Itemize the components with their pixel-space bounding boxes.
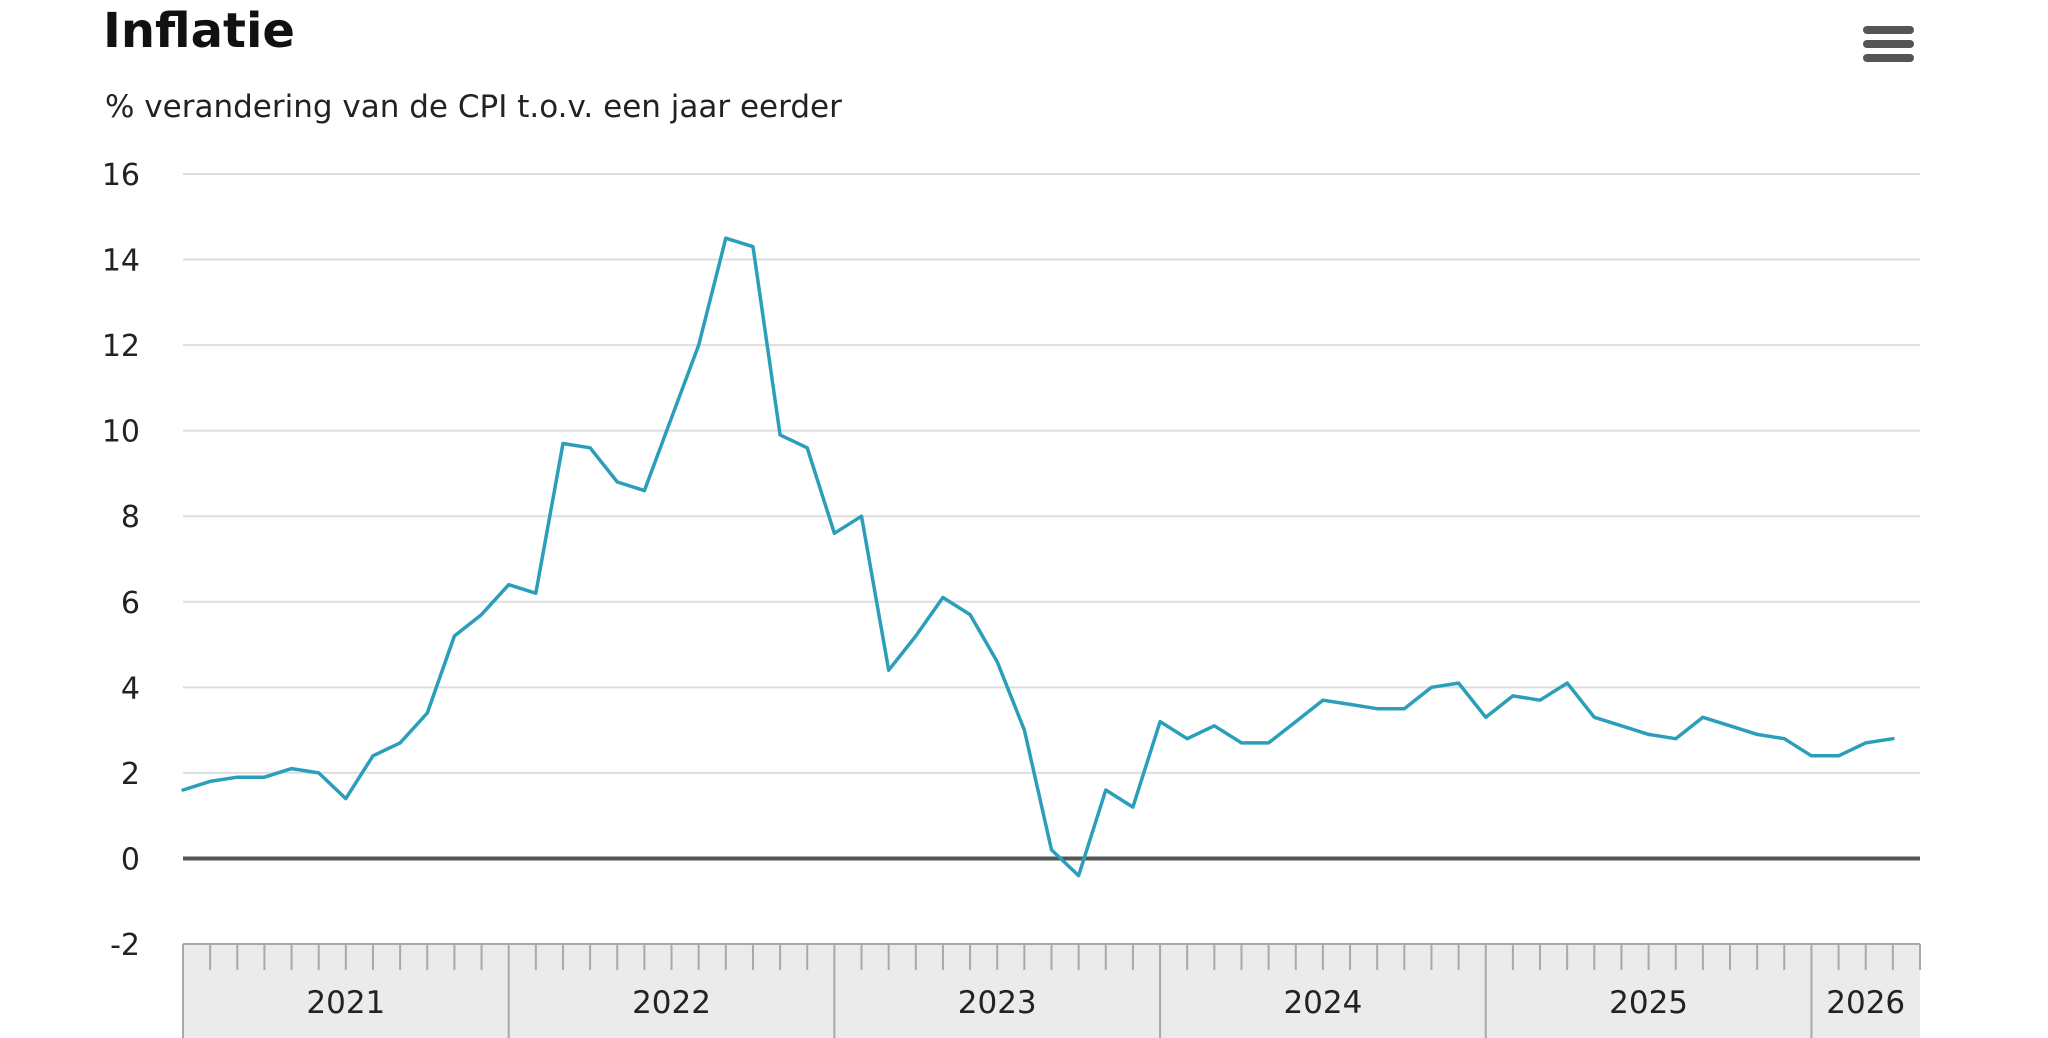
data-point[interactable] — [205, 776, 215, 786]
data-point[interactable] — [1128, 802, 1138, 812]
data-point[interactable] — [1671, 734, 1681, 744]
data-point[interactable] — [259, 772, 269, 782]
data-point[interactable] — [694, 340, 704, 350]
y-tick-label: 10 — [102, 415, 140, 450]
data-point[interactable] — [422, 708, 432, 718]
data-point[interactable] — [1806, 751, 1816, 761]
data-point[interactable] — [1562, 678, 1572, 688]
data-point[interactable] — [504, 580, 514, 590]
data-point[interactable] — [884, 665, 894, 675]
data-point[interactable] — [938, 593, 948, 603]
data-point[interactable] — [1074, 871, 1084, 881]
x-year-label: 2023 — [958, 985, 1037, 1021]
x-year-label: 2024 — [1283, 985, 1362, 1021]
data-point[interactable] — [965, 610, 975, 620]
data-point[interactable] — [1861, 738, 1871, 748]
data-point[interactable] — [1454, 678, 1464, 688]
chart-menu-button[interactable] — [1855, 16, 1921, 74]
data-point[interactable] — [1372, 704, 1382, 714]
data-point[interactable] — [1399, 704, 1409, 714]
data-point[interactable] — [1508, 691, 1518, 701]
data-point[interactable] — [667, 413, 677, 423]
data-point[interactable] — [775, 430, 785, 440]
data-point[interactable] — [1264, 738, 1274, 748]
series-layer — [178, 233, 1898, 881]
data-point[interactable] — [1698, 712, 1708, 722]
y-tick-label: 16 — [102, 158, 140, 193]
y-tick-label: 14 — [102, 244, 140, 279]
y-axis-labels: 16 14 12 10 8 6 4 2 0 -2 — [102, 158, 140, 963]
y-tick-label: 4 — [121, 671, 140, 706]
y-tick-label: 0 — [121, 842, 140, 877]
data-point[interactable] — [531, 588, 541, 598]
data-point[interactable] — [395, 738, 405, 748]
data-point[interactable] — [558, 439, 568, 449]
x-year-label: 2022 — [632, 985, 711, 1021]
data-point[interactable] — [748, 242, 758, 252]
y-tick-label: 2 — [121, 757, 140, 792]
data-point[interactable] — [1589, 712, 1599, 722]
grid-lines — [183, 173, 1920, 774]
data-point[interactable] — [287, 764, 297, 774]
data-point[interactable] — [1101, 785, 1111, 795]
data-point[interactable] — [639, 486, 649, 496]
data-point[interactable] — [232, 772, 242, 782]
data-point[interactable] — [1888, 734, 1898, 744]
data-point[interactable] — [1019, 725, 1029, 735]
data-point[interactable] — [368, 751, 378, 761]
data-point[interactable] — [585, 443, 595, 453]
y-tick-label: 8 — [121, 500, 140, 535]
y-tick-label: 12 — [102, 329, 140, 364]
data-point[interactable] — [314, 768, 324, 778]
x-year-label: 2021 — [306, 985, 385, 1021]
data-point[interactable] — [1318, 695, 1328, 705]
data-point[interactable] — [1752, 729, 1762, 739]
chart-title: Inflatie — [103, 3, 295, 59]
data-point[interactable] — [1236, 738, 1246, 748]
data-point[interactable] — [612, 477, 622, 487]
y-tick-label: -2 — [110, 928, 140, 963]
data-point[interactable] — [341, 794, 351, 804]
series-line — [181, 236, 1895, 878]
data-point[interactable] — [1182, 734, 1192, 744]
data-point[interactable] — [911, 631, 921, 641]
data-point[interactable] — [721, 233, 731, 243]
data-point[interactable] — [1291, 717, 1301, 727]
hamburger-menu-icon — [1863, 26, 1914, 62]
data-point[interactable] — [477, 610, 487, 620]
chart-subtitle: % verandering van de CPI t.o.v. een jaar… — [105, 89, 842, 125]
data-point[interactable] — [1481, 712, 1491, 722]
data-point[interactable] — [1644, 729, 1654, 739]
data-point[interactable] — [1047, 845, 1057, 855]
data-point[interactable] — [449, 631, 459, 641]
data-point[interactable] — [178, 785, 188, 795]
x-year-label: 2026 — [1826, 985, 1905, 1021]
data-point[interactable] — [1155, 717, 1165, 727]
data-point[interactable] — [992, 657, 1002, 667]
data-point[interactable] — [857, 511, 867, 521]
data-point[interactable] — [1209, 721, 1219, 731]
data-point[interactable] — [802, 443, 812, 453]
data-point[interactable] — [1535, 695, 1545, 705]
data-point[interactable] — [1345, 699, 1355, 709]
data-point[interactable] — [1426, 682, 1436, 692]
x-year-label: 2025 — [1609, 985, 1688, 1021]
y-tick-label: 6 — [121, 586, 140, 621]
data-point[interactable] — [829, 528, 839, 538]
data-point[interactable] — [1834, 751, 1844, 761]
data-point[interactable] — [1779, 734, 1789, 744]
time-navigator[interactable]: 2021 2022 2023 2024 2025 2026 — [182, 943, 1921, 1038]
data-point[interactable] — [1616, 721, 1626, 731]
data-point[interactable] — [1725, 721, 1735, 731]
